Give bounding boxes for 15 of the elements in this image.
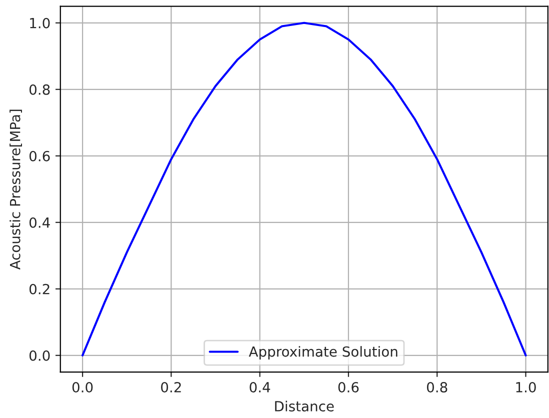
x-tick-label: 1.0 <box>516 382 536 392</box>
y-tick-label: 0.2 <box>29 284 50 294</box>
x-tick-label: 0.6 <box>338 382 359 392</box>
legend-label: Approximate Solution <box>248 346 398 360</box>
y-tick-label: 1.0 <box>30 18 50 28</box>
y-tick-label: 0.4 <box>29 217 50 228</box>
y-tick-label: 0.6 <box>29 150 50 162</box>
y-tick-label: 0.8 <box>29 84 50 95</box>
x-tick-label: 0.0 <box>72 382 93 392</box>
x-tick-label: 0.2 <box>161 382 181 392</box>
x-axis-title: Distance <box>275 400 334 412</box>
x-tick-label: 0.8 <box>426 382 448 392</box>
x-tick-label: 0.4 <box>250 382 270 392</box>
y-axis-title: Acoustic Pressure[MPa] <box>10 110 22 270</box>
y-tick-label: 0.0 <box>29 350 50 361</box>
